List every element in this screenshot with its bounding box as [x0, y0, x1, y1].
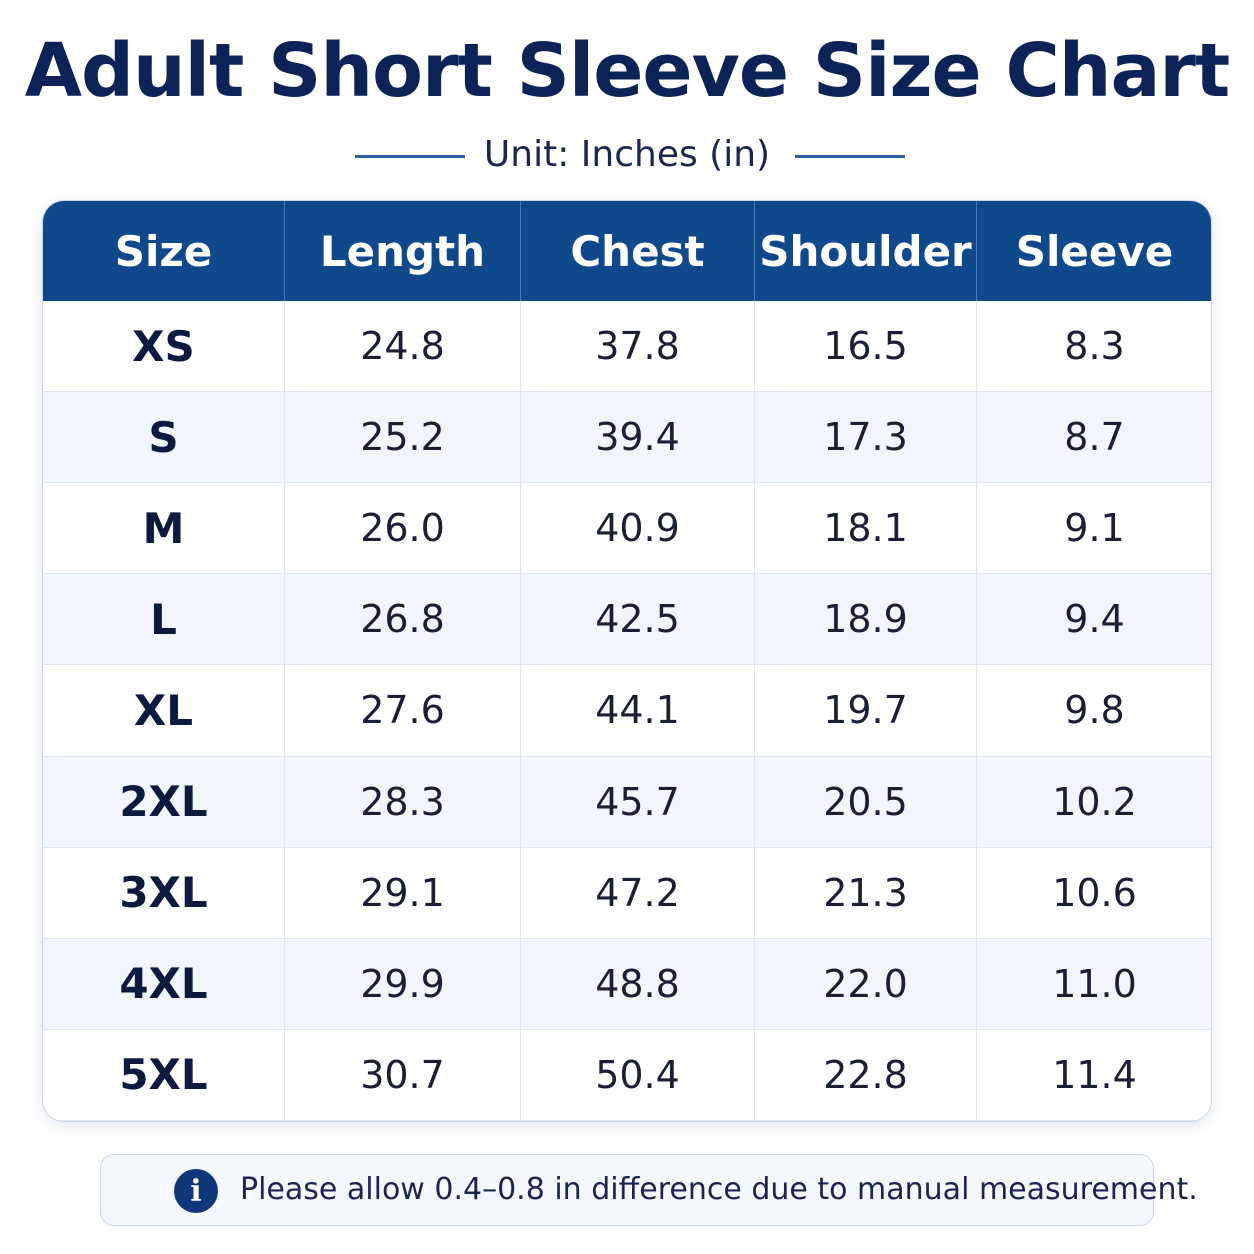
value-cell: 40.9	[521, 483, 755, 575]
value-cell: 29.9	[285, 938, 521, 1030]
value-cell: 30.7	[285, 1029, 521, 1121]
size-cell: M	[43, 483, 285, 575]
column-header: Chest	[521, 201, 755, 301]
value-cell: 21.3	[755, 847, 977, 939]
size-cell: L	[43, 574, 285, 666]
value-cell: 8.3	[977, 301, 1211, 393]
value-cell: 18.9	[755, 574, 977, 666]
value-cell: 22.0	[755, 938, 977, 1030]
value-cell: 10.6	[977, 847, 1211, 939]
column-header: Sleeve	[977, 201, 1211, 301]
value-cell: 28.3	[285, 756, 521, 848]
value-cell: 37.8	[521, 301, 755, 393]
title: Adult Short Sleeve Size Chart	[24, 28, 1231, 114]
value-cell: 9.4	[977, 574, 1211, 666]
size-cell: 2XL	[43, 756, 285, 848]
value-cell: 44.1	[521, 665, 755, 757]
subtitle: Unit: Inches (in)	[483, 134, 771, 175]
value-cell: 25.2	[285, 392, 521, 484]
value-cell: 9.1	[977, 483, 1211, 575]
value-cell: 42.5	[521, 574, 755, 666]
value-cell: 29.1	[285, 847, 521, 939]
subtitle-rule	[355, 155, 465, 158]
column-header: Length	[285, 201, 521, 301]
value-cell: 45.7	[521, 756, 755, 848]
value-cell: 9.8	[977, 665, 1211, 757]
column-header: Size	[43, 201, 285, 301]
note-box	[100, 1154, 1154, 1226]
size-cell: 3XL	[43, 847, 285, 939]
value-cell: 39.4	[521, 392, 755, 484]
info-icon: i	[174, 1169, 218, 1213]
value-cell: 22.8	[755, 1029, 977, 1121]
value-cell: 20.5	[755, 756, 977, 848]
subtitle-rule	[795, 155, 905, 158]
value-cell: 8.7	[977, 392, 1211, 484]
value-cell: 24.8	[285, 301, 521, 393]
value-cell: 47.2	[521, 847, 755, 939]
value-cell: 11.4	[977, 1029, 1211, 1121]
value-cell: 10.2	[977, 756, 1211, 848]
size-cell: 5XL	[43, 1029, 285, 1121]
value-cell: 18.1	[755, 483, 977, 575]
note-text: Please allow 0.4–0.8 in difference due t…	[240, 1172, 1198, 1207]
value-cell: 11.0	[977, 938, 1211, 1030]
value-cell: 48.8	[521, 938, 755, 1030]
value-cell: 19.7	[755, 665, 977, 757]
value-cell: 16.5	[755, 301, 977, 393]
size-cell: 4XL	[43, 938, 285, 1030]
value-cell: 50.4	[521, 1029, 755, 1121]
size-cell: XL	[43, 665, 285, 757]
size-cell: XS	[43, 301, 285, 393]
value-cell: 17.3	[755, 392, 977, 484]
value-cell: 26.8	[285, 574, 521, 666]
value-cell: 26.0	[285, 483, 521, 575]
size-cell: S	[43, 392, 285, 484]
value-cell: 27.6	[285, 665, 521, 757]
size-table: Size Length Chest Shoulder Sleeve XS 24.8 37.8 1…	[42, 200, 1212, 1122]
column-header: Shoulder	[755, 201, 977, 301]
